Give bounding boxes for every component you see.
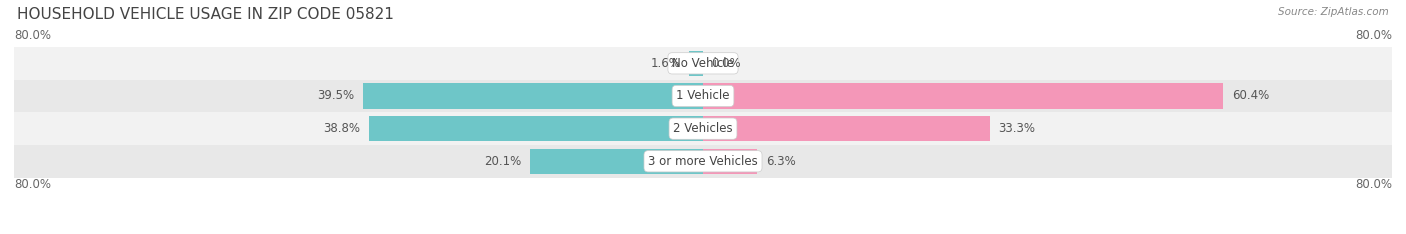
Text: 3 or more Vehicles: 3 or more Vehicles: [648, 155, 758, 168]
Bar: [14, 145, 1392, 178]
Bar: [703, 83, 1223, 109]
Bar: [689, 51, 703, 76]
Text: 80.0%: 80.0%: [14, 178, 51, 191]
Text: 80.0%: 80.0%: [14, 29, 51, 42]
Text: 20.1%: 20.1%: [484, 155, 522, 168]
Text: Source: ZipAtlas.com: Source: ZipAtlas.com: [1278, 7, 1389, 17]
Text: 80.0%: 80.0%: [1355, 178, 1392, 191]
Bar: [14, 80, 1392, 112]
Text: 1.6%: 1.6%: [651, 57, 681, 70]
Text: 2 Vehicles: 2 Vehicles: [673, 122, 733, 135]
Text: No Vehicle: No Vehicle: [672, 57, 734, 70]
Text: 80.0%: 80.0%: [1355, 29, 1392, 42]
Bar: [703, 116, 990, 141]
Bar: [14, 47, 1392, 80]
Text: 0.0%: 0.0%: [711, 57, 741, 70]
Bar: [368, 116, 703, 141]
Bar: [363, 83, 703, 109]
Text: 1 Vehicle: 1 Vehicle: [676, 89, 730, 102]
Text: 60.4%: 60.4%: [1232, 89, 1270, 102]
Text: 6.3%: 6.3%: [766, 155, 796, 168]
Text: 38.8%: 38.8%: [323, 122, 360, 135]
Bar: [14, 112, 1392, 145]
Text: 33.3%: 33.3%: [998, 122, 1035, 135]
Text: HOUSEHOLD VEHICLE USAGE IN ZIP CODE 05821: HOUSEHOLD VEHICLE USAGE IN ZIP CODE 0582…: [17, 7, 394, 22]
Text: 39.5%: 39.5%: [318, 89, 354, 102]
Bar: [703, 149, 758, 174]
Bar: [530, 149, 703, 174]
